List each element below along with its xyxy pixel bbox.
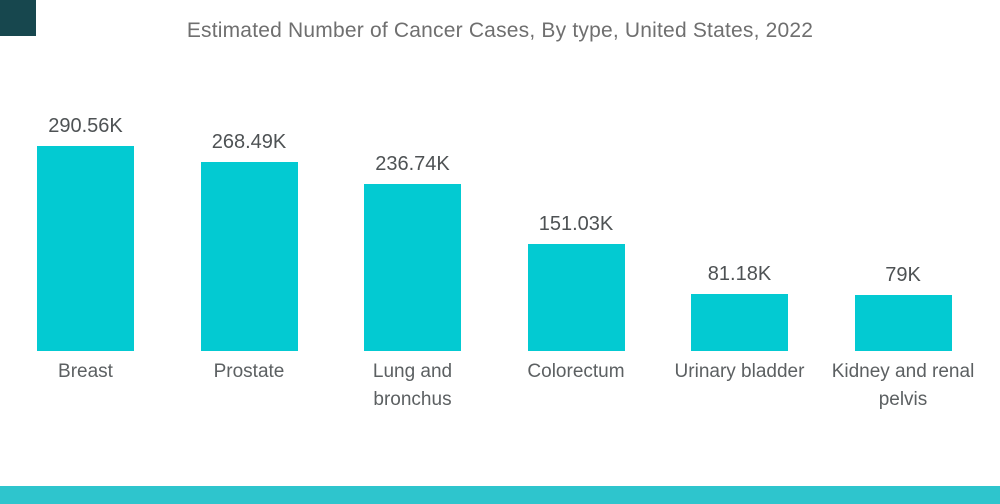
bar-category-label: Breast — [58, 361, 113, 382]
bar-category-label: Urinary bladder — [674, 361, 805, 382]
bar-column: 151.03K — [486, 213, 666, 351]
bar-column: 268.49K — [159, 131, 339, 351]
bar — [364, 184, 461, 351]
brand-square — [0, 0, 36, 36]
chart-title: Estimated Number of Cancer Cases, By typ… — [186, 19, 814, 42]
bar-column: 79K — [813, 264, 993, 351]
bar-category-label: Colorectum — [527, 361, 625, 382]
bar-category-label: Lung and bronchus — [372, 361, 453, 410]
bar-column: 236.74K — [323, 153, 503, 351]
bar — [527, 244, 625, 351]
footer-accent-bar — [0, 486, 1000, 504]
bar-value-label: 81.18K — [707, 263, 772, 285]
bar-value-label: 236.74K — [375, 153, 450, 175]
bar — [37, 146, 134, 351]
bar — [691, 294, 788, 351]
bar-value-label: 151.03K — [538, 213, 614, 235]
bar-category-label: Prostate — [213, 361, 285, 382]
bar-column: 81.18K — [650, 263, 830, 351]
bar-column: 290.56K — [0, 115, 176, 351]
bar-value-label: 79K — [885, 264, 921, 286]
bar — [200, 162, 298, 351]
bar-value-label: 268.49K — [211, 131, 287, 153]
bar-category-label: Kidney and renal pelvis — [831, 361, 975, 410]
bar-value-label: 290.56K — [48, 115, 123, 137]
bar — [854, 295, 952, 351]
